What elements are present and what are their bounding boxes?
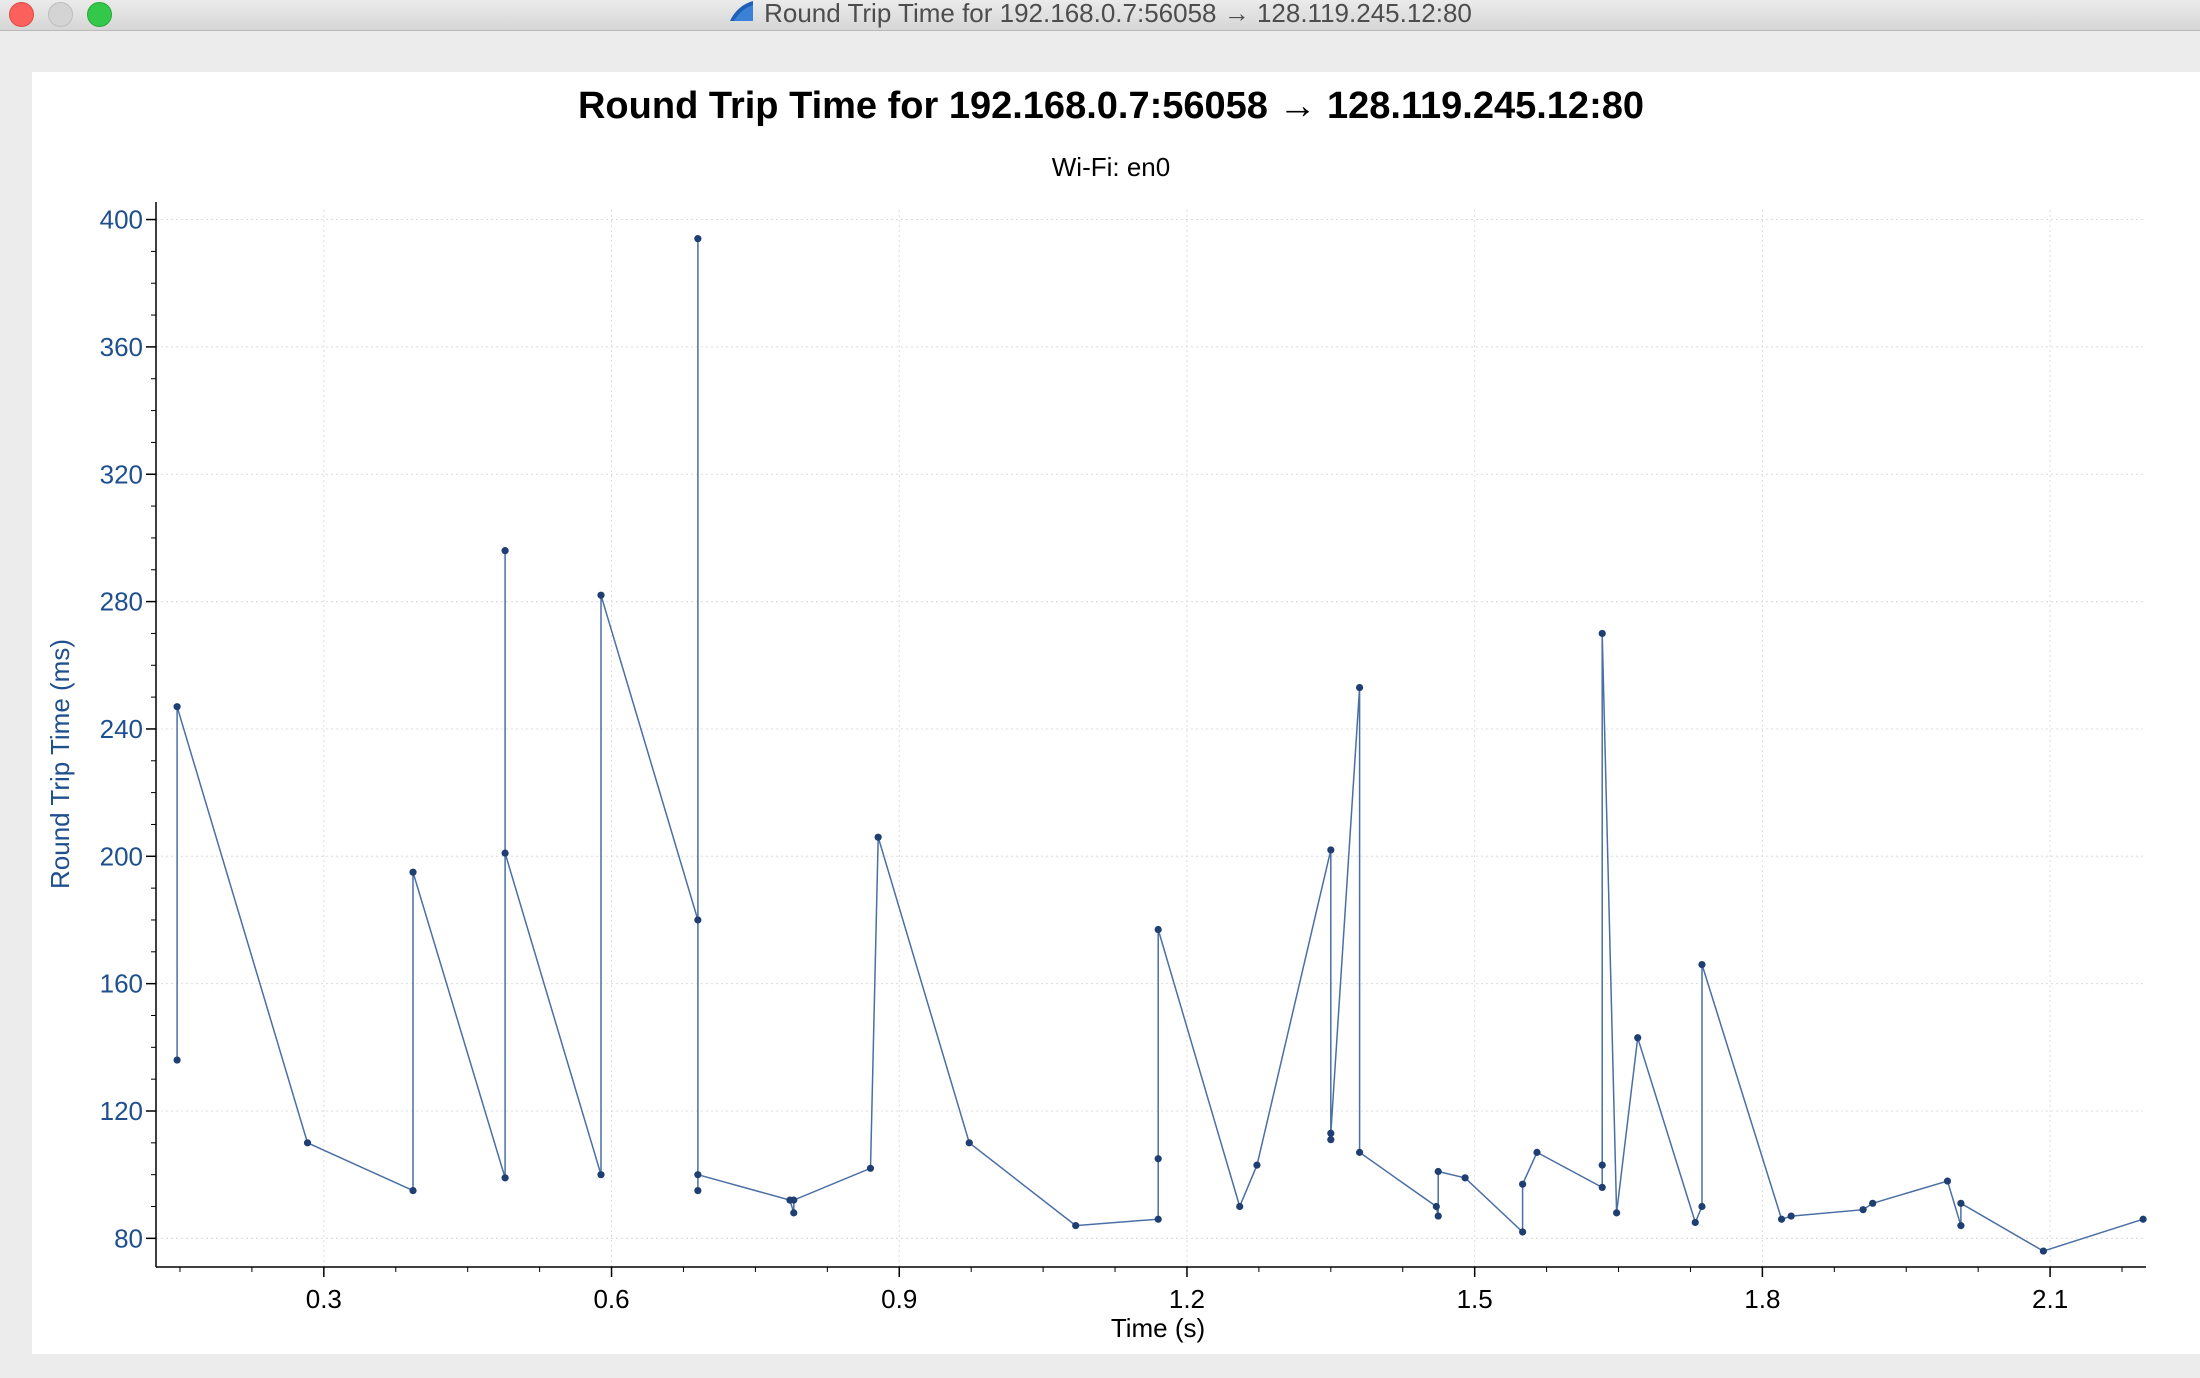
minimize-window-button[interactable] <box>48 2 73 27</box>
data-point <box>1355 1148 1364 1156</box>
data-point <box>1355 683 1364 692</box>
y-tick-label: 360 <box>100 332 143 362</box>
data-point <box>694 916 702 924</box>
data-point <box>694 1186 702 1195</box>
data-point <box>1327 1136 1335 1144</box>
axes <box>146 202 2146 1277</box>
chart-subtitle: Wi-Fi: en0 <box>1052 152 1170 182</box>
y-tick-label: 280 <box>100 587 143 617</box>
data-point <box>501 547 509 555</box>
data-point <box>1957 1199 1965 1207</box>
data-point <box>790 1196 798 1204</box>
window-titlebar[interactable]: Round Trip Time for 192.168.0.7:56058 → … <box>0 0 2200 31</box>
data-point <box>1598 1183 1606 1192</box>
data-point <box>501 849 509 857</box>
grid-lines <box>156 210 2146 1267</box>
data-point <box>1327 1129 1335 1137</box>
data-point <box>1154 1215 1162 1223</box>
data-point <box>1533 1148 1541 1156</box>
y-tick-label: 160 <box>100 969 143 999</box>
data-point <box>790 1209 798 1217</box>
x-tick-label: 2.1 <box>2032 1284 2068 1314</box>
data-point <box>1598 629 1606 638</box>
data-point <box>1072 1222 1080 1230</box>
data-point <box>866 1164 875 1172</box>
data-point <box>1327 846 1335 854</box>
x-tick-label: 1.8 <box>1744 1284 1780 1314</box>
data-point <box>965 1139 973 1147</box>
data-point <box>1787 1212 1795 1220</box>
data-point <box>1236 1202 1244 1211</box>
data-point <box>1869 1199 1877 1207</box>
data-point <box>1698 1202 1706 1211</box>
data-point <box>1432 1202 1440 1211</box>
x-axis-label: Time (s) <box>1111 1313 1205 1343</box>
data-point <box>1434 1212 1442 1220</box>
data-point <box>1943 1177 1952 1185</box>
data-point <box>1957 1222 1965 1230</box>
close-window-button[interactable] <box>9 2 34 27</box>
y-tick-label: 400 <box>100 205 143 235</box>
zoom-window-button[interactable] <box>87 2 112 27</box>
y-tick-label: 240 <box>100 714 143 744</box>
data-point <box>1698 960 1706 969</box>
data-point <box>303 1139 312 1147</box>
data-point <box>1253 1161 1261 1169</box>
data-point <box>173 703 181 711</box>
data-point <box>1613 1209 1621 1217</box>
y-axis-label: Round Trip Time (ms) <box>45 639 75 889</box>
chart-title: Round Trip Time for 192.168.0.7:56058 → … <box>578 85 1644 127</box>
data-point <box>874 833 882 841</box>
y-tick-label: 80 <box>114 1223 143 1253</box>
data-point <box>173 1056 181 1064</box>
x-tick-label: 0.9 <box>881 1284 917 1314</box>
window-title: Round Trip Time for 192.168.0.7:56058 → … <box>764 0 1472 28</box>
series-line <box>176 238 2144 1252</box>
x-tick-label: 0.6 <box>593 1284 629 1314</box>
data-point <box>1777 1215 1786 1223</box>
data-point <box>1154 925 1162 934</box>
data-point <box>597 1171 605 1179</box>
tick-labels: 80 120 160 200 240 280 320 360 400 0.3 0.6 0.9 1.2 1.… <box>100 205 2069 1314</box>
data-point <box>1519 1180 1527 1188</box>
data-point <box>1154 1155 1162 1163</box>
data-point <box>1519 1228 1527 1236</box>
data-point <box>501 1174 509 1182</box>
data-point <box>597 591 605 599</box>
data-point <box>694 1171 702 1179</box>
data-point <box>1461 1174 1469 1182</box>
y-tick-label: 120 <box>100 1096 143 1126</box>
rtt-series <box>173 235 2147 1255</box>
y-tick-label: 320 <box>100 459 143 489</box>
x-tick-label: 1.2 <box>1169 1284 1205 1314</box>
x-tick-label: 0.3 <box>306 1284 342 1314</box>
data-point <box>1634 1034 1642 1042</box>
data-point <box>1434 1167 1442 1176</box>
data-point <box>409 1186 417 1195</box>
y-tick-label: 200 <box>100 841 143 871</box>
data-point <box>2139 1215 2147 1223</box>
data-point <box>409 868 417 876</box>
data-point <box>1598 1161 1606 1169</box>
chart-panel[interactable] <box>32 72 2200 1354</box>
wireshark-fin-icon <box>730 1 754 21</box>
x-tick-label: 1.5 <box>1457 1284 1493 1314</box>
data-point <box>694 235 702 243</box>
window-title-bar-text: Round Trip Time for 192.168.0.7:56058 → … <box>0 0 2200 28</box>
data-point <box>2039 1247 2047 1255</box>
data-point <box>1691 1218 1699 1227</box>
data-point <box>1859 1206 1867 1214</box>
